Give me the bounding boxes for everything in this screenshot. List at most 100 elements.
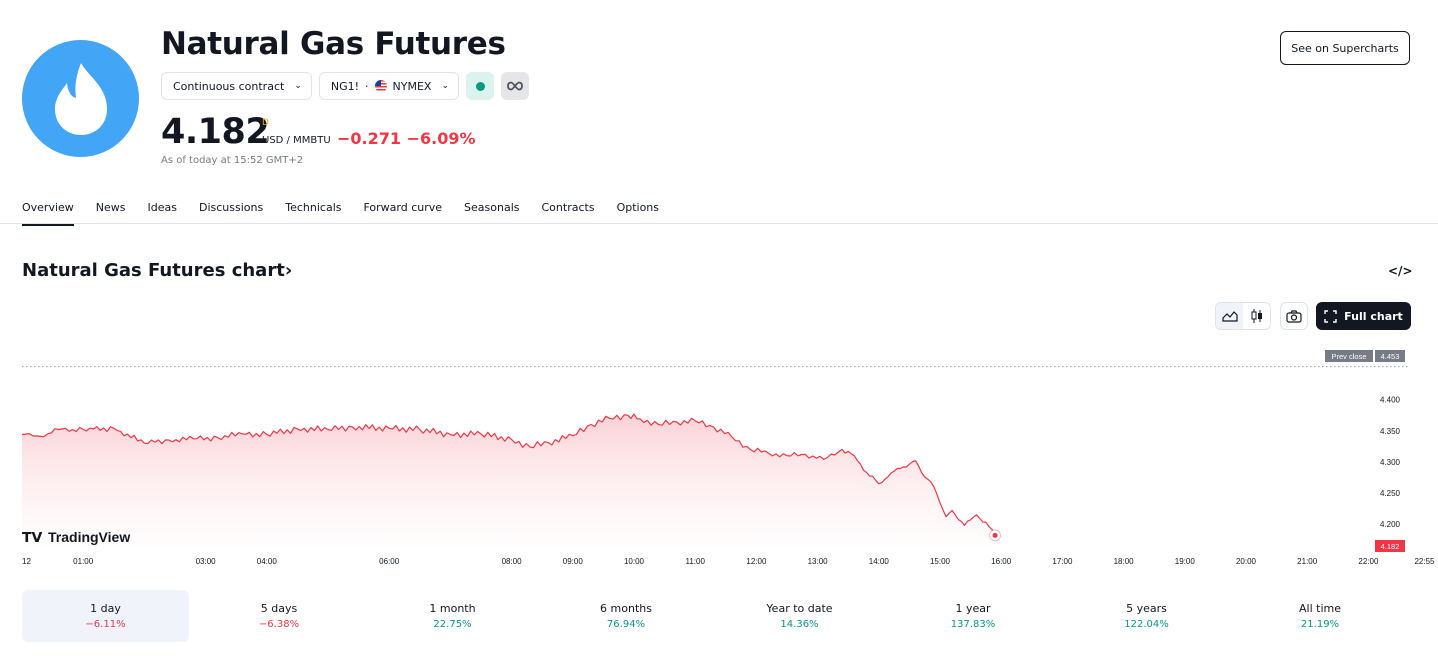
range-value: 22.75%: [433, 619, 472, 630]
range-5-years[interactable]: 5 years 122.04%: [1063, 590, 1230, 642]
tab-news[interactable]: News: [95, 201, 126, 214]
range-6-months[interactable]: 6 months 76.94%: [543, 590, 710, 642]
range-5-days[interactable]: 5 days −6.38%: [196, 590, 363, 642]
x-tick-label: 10:00: [624, 557, 645, 566]
price-chart[interactable]: 𝗧𝗩 TradingView 4.400 4.350 4.300 4.250 4.200…: [0, 340, 1438, 575]
x-tick-label: 12:00: [746, 557, 767, 566]
full-chart-button[interactable]: Full chart: [1316, 302, 1411, 330]
as-of-timestamp: As of today at 15:52 GMT+2: [161, 155, 304, 166]
x-tick-label: 11:00: [685, 557, 705, 566]
price-change: −0.271 −6.09%: [337, 129, 476, 148]
area-chart-button[interactable]: [1216, 303, 1243, 329]
range-label: Year to date: [766, 602, 833, 615]
chevron-right-icon: ›: [284, 260, 293, 281]
symbol-exchange-dropdown[interactable]: NG1! · NYMEX ⌄: [318, 72, 460, 100]
last-price-badge-value: 4.182: [1381, 542, 1400, 551]
y-tick-label: 4.200: [1380, 520, 1401, 529]
last-price-badge: 4.182: [1375, 540, 1405, 552]
contract-chips: Continuous contract ⌄ NG1! · NYMEX ⌄: [161, 72, 530, 100]
range-label: 1 year: [955, 602, 991, 615]
tradingview-logo-icon: 𝗧𝗩: [22, 529, 43, 545]
contract-type-dropdown[interactable]: Continuous contract ⌄: [161, 72, 312, 100]
range-year-to-date[interactable]: Year to date 14.36%: [716, 590, 883, 642]
last-price: 4.182: [161, 112, 270, 152]
price-delay-marker: D: [262, 118, 269, 128]
tab-technicals[interactable]: Technicals: [285, 201, 342, 214]
range-1-month[interactable]: 1 month 22.75%: [369, 590, 536, 642]
range-label: 5 days: [260, 602, 298, 615]
x-tick-label: 16:00: [991, 557, 1012, 566]
range-value: −6.38%: [258, 619, 300, 630]
x-tick-label: 13:00: [808, 557, 829, 566]
candles-chart-button[interactable]: [1243, 303, 1270, 329]
x-tick-label: 17:00: [1052, 557, 1073, 566]
tradingview-watermark[interactable]: 𝗧𝗩 TradingView: [22, 529, 130, 545]
x-tick-label: 01:00: [73, 557, 94, 566]
range-value: 137.83%: [950, 619, 996, 630]
market-open-status[interactable]: [466, 72, 495, 100]
chart-section-title[interactable]: Natural Gas Futures chart›: [22, 260, 292, 281]
prev-close-badge: Prev close 4.453: [1325, 350, 1405, 362]
prev-close-value: 4.453: [1381, 352, 1400, 361]
x-tick-label: 14:00: [869, 557, 890, 566]
tabs-divider: [0, 223, 1438, 224]
x-tick-label: 19:00: [1175, 557, 1196, 566]
section-tabs: Overview News Ideas Discussions Technica…: [22, 201, 659, 226]
x-tick-label: 06:00: [379, 557, 400, 566]
x-tick-label: 18:00: [1114, 557, 1135, 566]
range-value: −6.11%: [85, 619, 126, 630]
tab-overview[interactable]: Overview: [22, 201, 74, 226]
snapshot-button[interactable]: [1280, 302, 1308, 330]
continuous-indicator[interactable]: [501, 72, 530, 100]
exchange-label: NYMEX: [392, 79, 432, 93]
price-area-fill: [22, 414, 996, 546]
us-flag-icon: [374, 80, 387, 92]
area-chart-icon: [1221, 311, 1238, 322]
tab-forward-curve[interactable]: Forward curve: [363, 201, 443, 214]
see-on-supercharts-button[interactable]: See on Supercharts: [1280, 31, 1410, 65]
tab-seasonals[interactable]: Seasonals: [464, 201, 520, 214]
camera-icon: [1286, 309, 1302, 323]
x-tick-label: 12: [22, 557, 31, 566]
x-tick-label: 22:00: [1358, 557, 1379, 566]
range-label: 1 day: [90, 602, 121, 615]
tab-contracts[interactable]: Contracts: [541, 201, 595, 214]
flame-logo-icon: [22, 40, 139, 157]
range-all-time[interactable]: All time 21.19%: [1237, 590, 1404, 642]
range-label: 5 years: [1126, 602, 1167, 615]
performance-ranges: 1 day −6.11% 5 days −6.38% 1 month 22.75…: [22, 590, 1410, 642]
tab-discussions[interactable]: Discussions: [199, 201, 264, 214]
last-price-marker: [989, 529, 1002, 542]
y-tick-label: 4.350: [1380, 427, 1401, 436]
x-tick-label: 20:00: [1236, 557, 1257, 566]
chart-section-title-text: Natural Gas Futures chart: [22, 260, 285, 281]
symbol-label: NG1!: [330, 79, 360, 93]
infinity-icon: [507, 81, 523, 91]
candlestick-icon: [1251, 309, 1262, 323]
range-label: 6 months: [600, 602, 652, 615]
page-title: Natural Gas Futures: [161, 26, 506, 62]
tab-ideas[interactable]: Ideas: [147, 201, 177, 214]
full-chart-label: Full chart: [1344, 309, 1403, 323]
chart-style-toggle: [1215, 302, 1271, 330]
x-tick-label: 22:55: [1414, 557, 1435, 566]
prev-close-label: Prev close: [1331, 352, 1366, 361]
range-1-day[interactable]: 1 day −6.11%: [22, 590, 189, 642]
price-unit: USD / MMBTU: [262, 135, 331, 146]
tab-options[interactable]: Options: [616, 201, 660, 214]
svg-text:𝗧𝗩: 𝗧𝗩: [22, 529, 43, 545]
x-tick-label: 15:00: [930, 557, 951, 566]
separator-dot: ·: [365, 79, 369, 93]
chevron-down-icon: ⌄: [294, 81, 302, 91]
range-label: All time: [1299, 602, 1341, 615]
y-tick-label: 4.250: [1380, 489, 1401, 498]
contract-type-label: Continuous contract: [173, 79, 285, 93]
y-tick-label: 4.300: [1380, 458, 1401, 467]
chevron-down-icon: ⌄: [441, 81, 450, 91]
fullscreen-icon: [1324, 309, 1337, 323]
y-tick-label: 4.400: [1380, 396, 1401, 405]
market-open-dot-icon: [475, 81, 485, 91]
range-1-year[interactable]: 1 year 137.83%: [890, 590, 1057, 642]
range-value: 21.19%: [1300, 619, 1340, 630]
embed-code-icon[interactable]: </>: [1388, 264, 1413, 278]
